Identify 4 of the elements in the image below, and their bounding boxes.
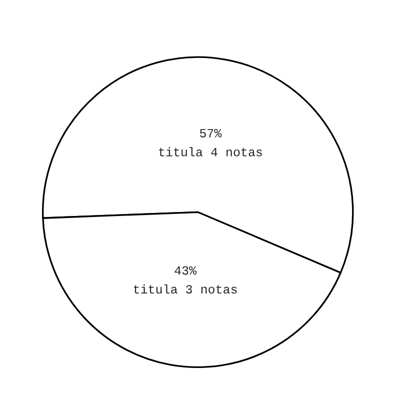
slice-label: titula 4 notas <box>159 147 262 156</box>
data-label: 43% <box>174 266 197 275</box>
slice-label: titula 3 notas <box>134 284 237 294</box>
data-label: 57% <box>200 129 222 138</box>
